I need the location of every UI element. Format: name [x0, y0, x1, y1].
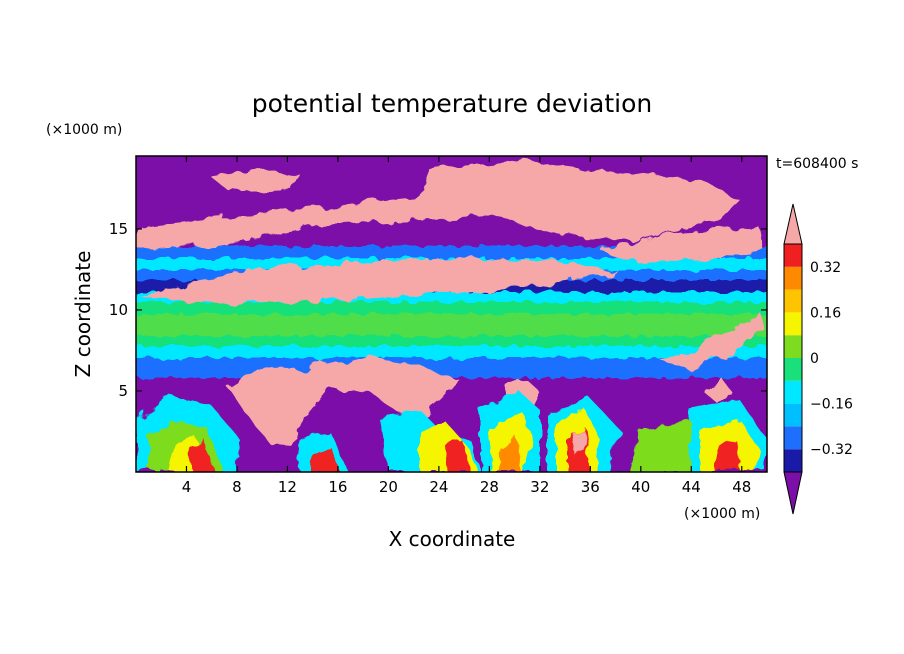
- x-tick-label: 48: [732, 478, 751, 496]
- x-tick-label: 16: [328, 478, 347, 496]
- chart-title: potential temperature deviation: [252, 89, 652, 118]
- colorbar-segment: [784, 380, 802, 404]
- x-tick-label: 4: [182, 478, 192, 496]
- y-tick-label: 10: [109, 301, 128, 319]
- x-unit-label: (×1000 m): [684, 506, 760, 522]
- colorbar-segment: [784, 358, 802, 381]
- colorbar-tick-label: 0.32: [810, 260, 841, 276]
- colorbar-segment: [784, 426, 802, 450]
- colorbar-segment: [784, 335, 802, 358]
- plot-frame: [135, 155, 768, 473]
- y-tick-label: 15: [109, 220, 128, 238]
- x-tick-label: 40: [631, 478, 650, 496]
- colorbar-segment: [784, 403, 802, 427]
- colorbar-segment: [784, 289, 802, 313]
- colorbar-extend-max: [783, 203, 803, 245]
- x-tick-label: 12: [278, 478, 297, 496]
- time-label: t=608400 s: [776, 156, 858, 172]
- colorbar-segment: [784, 312, 802, 336]
- contour-field: [136, 156, 767, 472]
- y-unit-label: (×1000 m): [46, 122, 122, 138]
- x-tick-label: 44: [682, 478, 701, 496]
- colorbar-segment: [784, 449, 802, 472]
- x-tick-label: 36: [581, 478, 600, 496]
- y-axis-label: Z coordinate: [71, 251, 95, 378]
- x-tick-label: 8: [232, 478, 242, 496]
- colorbar-frame: [783, 243, 803, 473]
- colorbar: 0.32 0.16 0 −0.16 −0.32: [783, 203, 853, 515]
- x-tick-label: 20: [379, 478, 398, 496]
- colorbar-tick-label: −0.32: [810, 442, 853, 458]
- colorbar-extend-min: [783, 471, 803, 515]
- x-tick-label: 24: [429, 478, 448, 496]
- colorbar-tick-label: −0.16: [810, 397, 853, 413]
- x-tick-label: 32: [530, 478, 549, 496]
- y-tick-label: 5: [118, 382, 128, 400]
- y-axis-ticks: 5 10 15: [109, 220, 767, 400]
- colorbar-tick-label: 0.16: [810, 305, 841, 321]
- x-axis-label: X coordinate: [389, 527, 516, 551]
- colorbar-segment: [784, 266, 802, 290]
- x-tick-label: 28: [480, 478, 499, 496]
- colorbar-segment: [784, 244, 802, 267]
- x-axis-ticks: 4 8 12 16 20 24 28 32 36 40 44 48: [182, 156, 751, 496]
- colorbar-tick-label: 0: [810, 351, 819, 367]
